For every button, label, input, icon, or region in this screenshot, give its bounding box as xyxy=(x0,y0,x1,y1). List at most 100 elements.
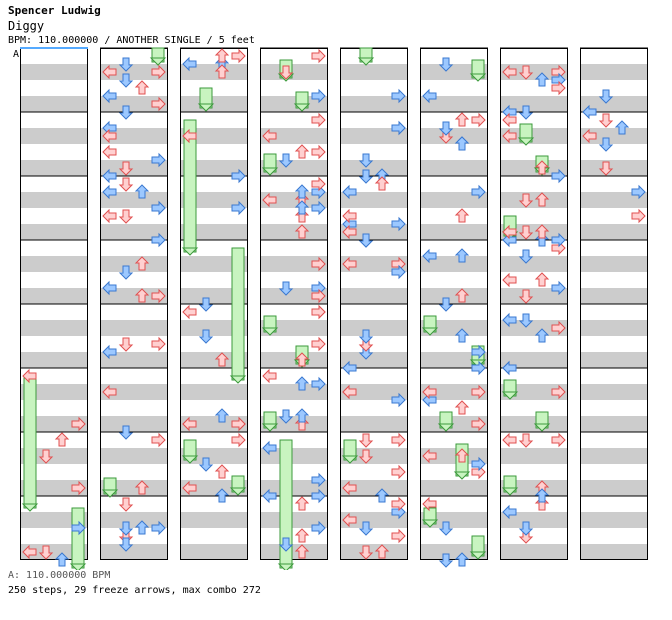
step-stats: 250 steps, 29 freeze arrows, max combo 2… xyxy=(8,585,261,596)
left-arrow-icon xyxy=(102,344,117,360)
right-arrow-icon xyxy=(471,344,486,360)
beat-stripe xyxy=(180,320,248,336)
beat-stripe xyxy=(420,128,488,144)
beat-stripe xyxy=(20,320,88,336)
down-arrow-icon xyxy=(38,545,54,560)
right-arrow-icon xyxy=(71,416,86,432)
beat-stripe xyxy=(420,384,488,400)
down-arrow-icon xyxy=(438,521,454,536)
up-arrow-icon xyxy=(294,224,310,239)
beat-stripe xyxy=(340,288,408,304)
left-arrow-icon xyxy=(182,304,197,320)
right-arrow-icon xyxy=(391,528,406,544)
down-arrow-icon xyxy=(118,105,134,120)
down-arrow-icon xyxy=(518,105,534,120)
beat-stripe xyxy=(180,384,248,400)
beat-stripe xyxy=(580,512,648,528)
beat-stripe xyxy=(500,448,568,464)
beat-stripe xyxy=(580,288,648,304)
left-arrow-icon xyxy=(422,88,437,104)
beat-stripe xyxy=(180,64,248,80)
beat-stripe xyxy=(580,160,648,176)
left-arrow-icon xyxy=(102,280,117,296)
right-arrow-icon xyxy=(311,472,326,488)
freeze-tail xyxy=(261,167,279,176)
up-arrow-icon xyxy=(454,136,470,151)
down-arrow-icon xyxy=(358,521,374,536)
chart-info: BPM: 110.000000 / ANOTHER SINGLE / 5 fee… xyxy=(8,35,255,46)
right-arrow-icon xyxy=(551,384,566,400)
up-arrow-icon xyxy=(214,464,230,479)
down-arrow-icon xyxy=(118,497,134,512)
up-arrow-icon xyxy=(134,184,150,199)
up-arrow-icon xyxy=(294,200,310,215)
freeze-tail xyxy=(149,57,167,66)
down-arrow-icon xyxy=(438,121,454,136)
beat-stripe xyxy=(260,416,328,432)
down-arrow-icon xyxy=(358,329,374,344)
up-arrow-icon xyxy=(294,544,310,559)
beat-stripe xyxy=(420,160,488,176)
down-arrow-icon xyxy=(358,233,374,248)
beat-stripe xyxy=(180,128,248,144)
right-arrow-icon xyxy=(631,208,646,224)
beat-stripe xyxy=(260,128,328,144)
right-arrow-icon xyxy=(551,432,566,448)
down-arrow-icon xyxy=(518,193,534,208)
right-arrow-icon xyxy=(71,480,86,496)
right-arrow-icon xyxy=(311,112,326,128)
beat-stripe xyxy=(20,448,88,464)
up-arrow-icon xyxy=(294,144,310,159)
left-arrow-icon xyxy=(502,272,517,288)
right-arrow-icon xyxy=(151,96,166,112)
bpm-summary: A: 110.000000 BPM xyxy=(8,570,111,581)
up-arrow-icon xyxy=(214,488,230,503)
beat-stripe xyxy=(340,544,408,560)
beat-stripe xyxy=(500,160,568,176)
beat-stripe xyxy=(260,384,328,400)
beat-stripe xyxy=(100,224,168,240)
right-arrow-icon xyxy=(311,488,326,504)
right-arrow-icon xyxy=(471,416,486,432)
left-arrow-icon xyxy=(102,144,117,160)
right-arrow-icon xyxy=(231,416,246,432)
down-arrow-icon xyxy=(518,65,534,80)
right-arrow-icon xyxy=(311,176,326,192)
right-arrow-icon xyxy=(311,256,326,272)
beat-stripe xyxy=(100,96,168,112)
up-arrow-icon xyxy=(454,288,470,303)
freeze-tail xyxy=(501,487,519,496)
freeze-tail xyxy=(69,563,87,570)
left-arrow-icon xyxy=(502,504,517,520)
beat-stripe xyxy=(100,320,168,336)
freeze-tail xyxy=(197,103,215,112)
right-arrow-icon xyxy=(471,360,486,376)
down-arrow-icon xyxy=(518,225,534,240)
left-arrow-icon xyxy=(422,448,437,464)
beat-stripe xyxy=(580,416,648,432)
beat-stripe xyxy=(100,128,168,144)
beat-stripe xyxy=(180,480,248,496)
freeze-tail xyxy=(261,423,279,432)
column-3-border xyxy=(180,48,248,560)
beat-stripe xyxy=(500,96,568,112)
up-arrow-icon xyxy=(294,496,310,511)
down-arrow-icon xyxy=(518,249,534,264)
right-arrow-icon xyxy=(231,168,246,184)
down-arrow-icon xyxy=(278,281,294,296)
beat-stripe xyxy=(420,448,488,464)
up-arrow-icon xyxy=(294,184,310,199)
beat-stripe xyxy=(500,544,568,560)
beat-stripe xyxy=(500,192,568,208)
left-arrow-icon xyxy=(182,128,197,144)
beat-stripe xyxy=(100,512,168,528)
up-arrow-icon xyxy=(454,328,470,343)
freeze-tail xyxy=(21,503,39,512)
down-arrow-icon xyxy=(198,329,214,344)
beat-stripe xyxy=(180,96,248,112)
down-arrow-icon xyxy=(38,449,54,464)
beat-stripe xyxy=(20,544,88,560)
left-arrow-icon xyxy=(102,88,117,104)
up-arrow-icon xyxy=(454,112,470,127)
left-arrow-icon xyxy=(342,184,357,200)
